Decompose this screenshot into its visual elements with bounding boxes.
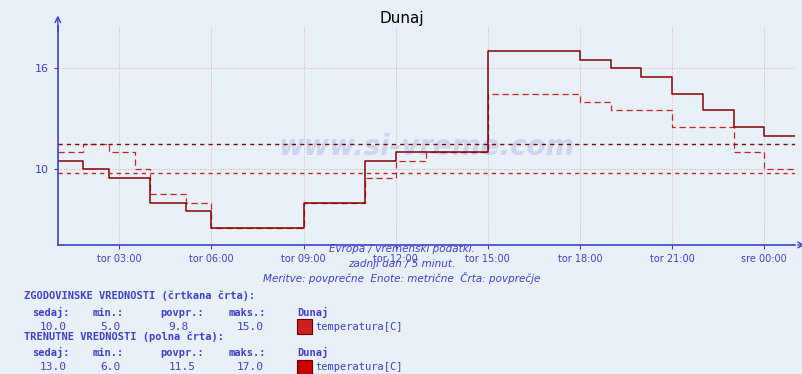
Text: zadnji dan / 5 minut.: zadnji dan / 5 minut. (347, 260, 455, 269)
Text: 6.0: 6.0 (100, 362, 120, 372)
Text: 17.0: 17.0 (237, 362, 264, 372)
Text: Dunaj: Dunaj (297, 307, 328, 318)
Text: TRENUTNE VREDNOSTI (polna črta):: TRENUTNE VREDNOSTI (polna črta): (24, 332, 224, 342)
Text: 5.0: 5.0 (100, 322, 120, 332)
Text: www.si-vreme.com: www.si-vreme.com (277, 132, 574, 160)
Text: 15.0: 15.0 (237, 322, 264, 332)
Text: maks.:: maks.: (229, 308, 266, 318)
Text: temperatura[C]: temperatura[C] (315, 362, 403, 372)
Text: 13.0: 13.0 (40, 362, 67, 372)
Text: sedaj:: sedaj: (32, 307, 70, 318)
Text: povpr.:: povpr.: (160, 308, 204, 318)
Text: Meritve: povprečne  Enote: metrične  Črta: povprečje: Meritve: povprečne Enote: metrične Črta:… (262, 272, 540, 284)
Text: Evropa / vremenski podatki.: Evropa / vremenski podatki. (328, 245, 474, 254)
Text: temperatura[C]: temperatura[C] (315, 322, 403, 332)
Text: 9.8: 9.8 (168, 322, 188, 332)
Text: Dunaj: Dunaj (379, 11, 423, 26)
Text: ZGODOVINSKE VREDNOSTI (črtkana črta):: ZGODOVINSKE VREDNOSTI (črtkana črta): (24, 291, 255, 301)
Text: maks.:: maks.: (229, 348, 266, 358)
Text: Dunaj: Dunaj (297, 347, 328, 358)
Text: 11.5: 11.5 (168, 362, 196, 372)
Text: 10.0: 10.0 (40, 322, 67, 332)
Text: min.:: min.: (92, 348, 124, 358)
Text: sedaj:: sedaj: (32, 347, 70, 358)
Text: povpr.:: povpr.: (160, 348, 204, 358)
Text: min.:: min.: (92, 308, 124, 318)
